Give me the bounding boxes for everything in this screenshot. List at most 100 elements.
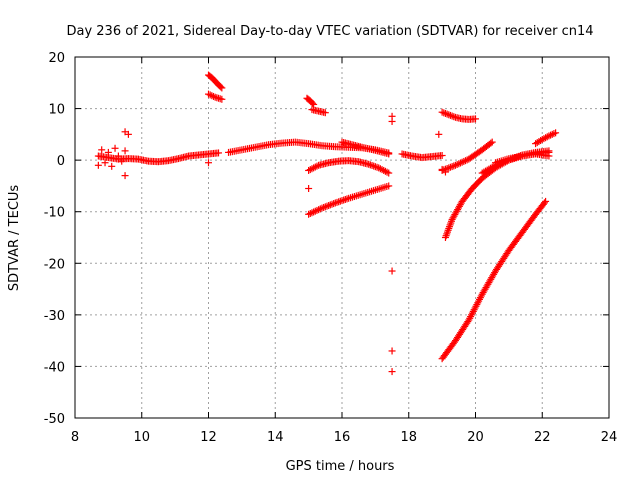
data-point [306, 210, 314, 218]
data-point [305, 185, 313, 193]
data-point [330, 200, 338, 208]
data-point [441, 109, 449, 117]
data-point [111, 144, 119, 152]
data-point [310, 208, 318, 216]
data-point [450, 162, 458, 170]
x-tick-label: 24 [601, 430, 618, 445]
data-point [306, 166, 314, 174]
data-point [118, 157, 126, 165]
x-tick-label: 12 [200, 430, 217, 445]
y-tick-label: -20 [44, 257, 65, 272]
x-tick-label: 20 [467, 430, 484, 445]
data-point [552, 129, 560, 137]
data-point [441, 168, 449, 176]
data-point [368, 161, 376, 169]
data-point [313, 162, 321, 170]
data-point [513, 153, 521, 161]
data-point [217, 83, 225, 91]
data-point [445, 111, 453, 119]
data-point [438, 108, 446, 116]
data-point [448, 163, 456, 171]
data-point [540, 199, 548, 207]
x-tick-label: 22 [534, 430, 551, 445]
data-point [456, 159, 464, 167]
data-point [385, 150, 393, 158]
data-point [311, 207, 319, 215]
data-point [114, 152, 122, 160]
x-tick-label: 8 [71, 430, 79, 445]
data-point [326, 201, 334, 209]
data-point [383, 168, 391, 176]
data-point [451, 161, 459, 169]
data-point [507, 155, 515, 163]
data-point [376, 165, 384, 173]
data-point [446, 111, 454, 119]
data-point [325, 202, 333, 210]
x-axis-title: GPS time / hours [286, 459, 395, 474]
data-point [108, 162, 116, 170]
data-point [385, 182, 393, 190]
x-tick-label: 18 [400, 430, 417, 445]
grid-layer [75, 57, 609, 418]
data-point [308, 165, 316, 173]
data-point [438, 152, 446, 160]
data-point [505, 156, 513, 164]
y-tick-label: 10 [48, 103, 65, 118]
data-point [488, 138, 496, 146]
y-tick-label: -40 [44, 360, 65, 375]
data-point [371, 163, 379, 171]
data-point [305, 166, 313, 174]
tick-layer: 8 10 12 14 16 18 20 22 24 20 10 0 -10 -20 -30 -40 -50 [44, 51, 618, 445]
x-tick-label: 14 [267, 430, 284, 445]
data-point [508, 155, 516, 163]
data-point [548, 130, 556, 138]
data-point [380, 166, 388, 174]
data-point [208, 92, 216, 100]
y-tick-label: -30 [44, 309, 65, 324]
data-point [309, 99, 317, 107]
data-point [308, 209, 316, 217]
data-point [443, 165, 451, 173]
data-point [310, 164, 318, 172]
data-point [311, 163, 319, 171]
data-point [458, 158, 466, 166]
data-point [378, 166, 386, 174]
data-point [472, 115, 479, 123]
data-point [503, 157, 511, 165]
x-tick-label: 10 [133, 430, 150, 445]
data-point [388, 368, 396, 376]
plot-frame [74, 56, 610, 419]
data-point [445, 164, 453, 172]
data-point [461, 157, 469, 165]
data-point [121, 147, 129, 155]
data-point [205, 159, 212, 167]
data-point [121, 172, 129, 180]
data-point [366, 161, 374, 169]
data-point [205, 90, 212, 98]
data-point [550, 130, 558, 138]
data-point [545, 132, 553, 140]
data-point [388, 267, 396, 275]
data-point [321, 109, 329, 117]
data-point [316, 205, 324, 213]
data-point [328, 200, 336, 208]
data-point [542, 197, 550, 205]
y-tick-label: -10 [44, 206, 65, 221]
data-point [215, 149, 223, 157]
data-point [435, 130, 443, 138]
y-tick-label: 20 [48, 51, 65, 66]
data-point [365, 160, 373, 168]
data-point [373, 163, 381, 171]
data-point [388, 117, 396, 125]
data-point [305, 210, 313, 218]
data-point [487, 139, 495, 147]
data-point [218, 95, 226, 103]
data-point [446, 163, 454, 171]
data-point [510, 154, 518, 162]
data-point [455, 160, 463, 168]
data-point [450, 113, 458, 121]
data-point [313, 206, 321, 214]
data-point [370, 162, 378, 170]
data-point [440, 109, 448, 117]
